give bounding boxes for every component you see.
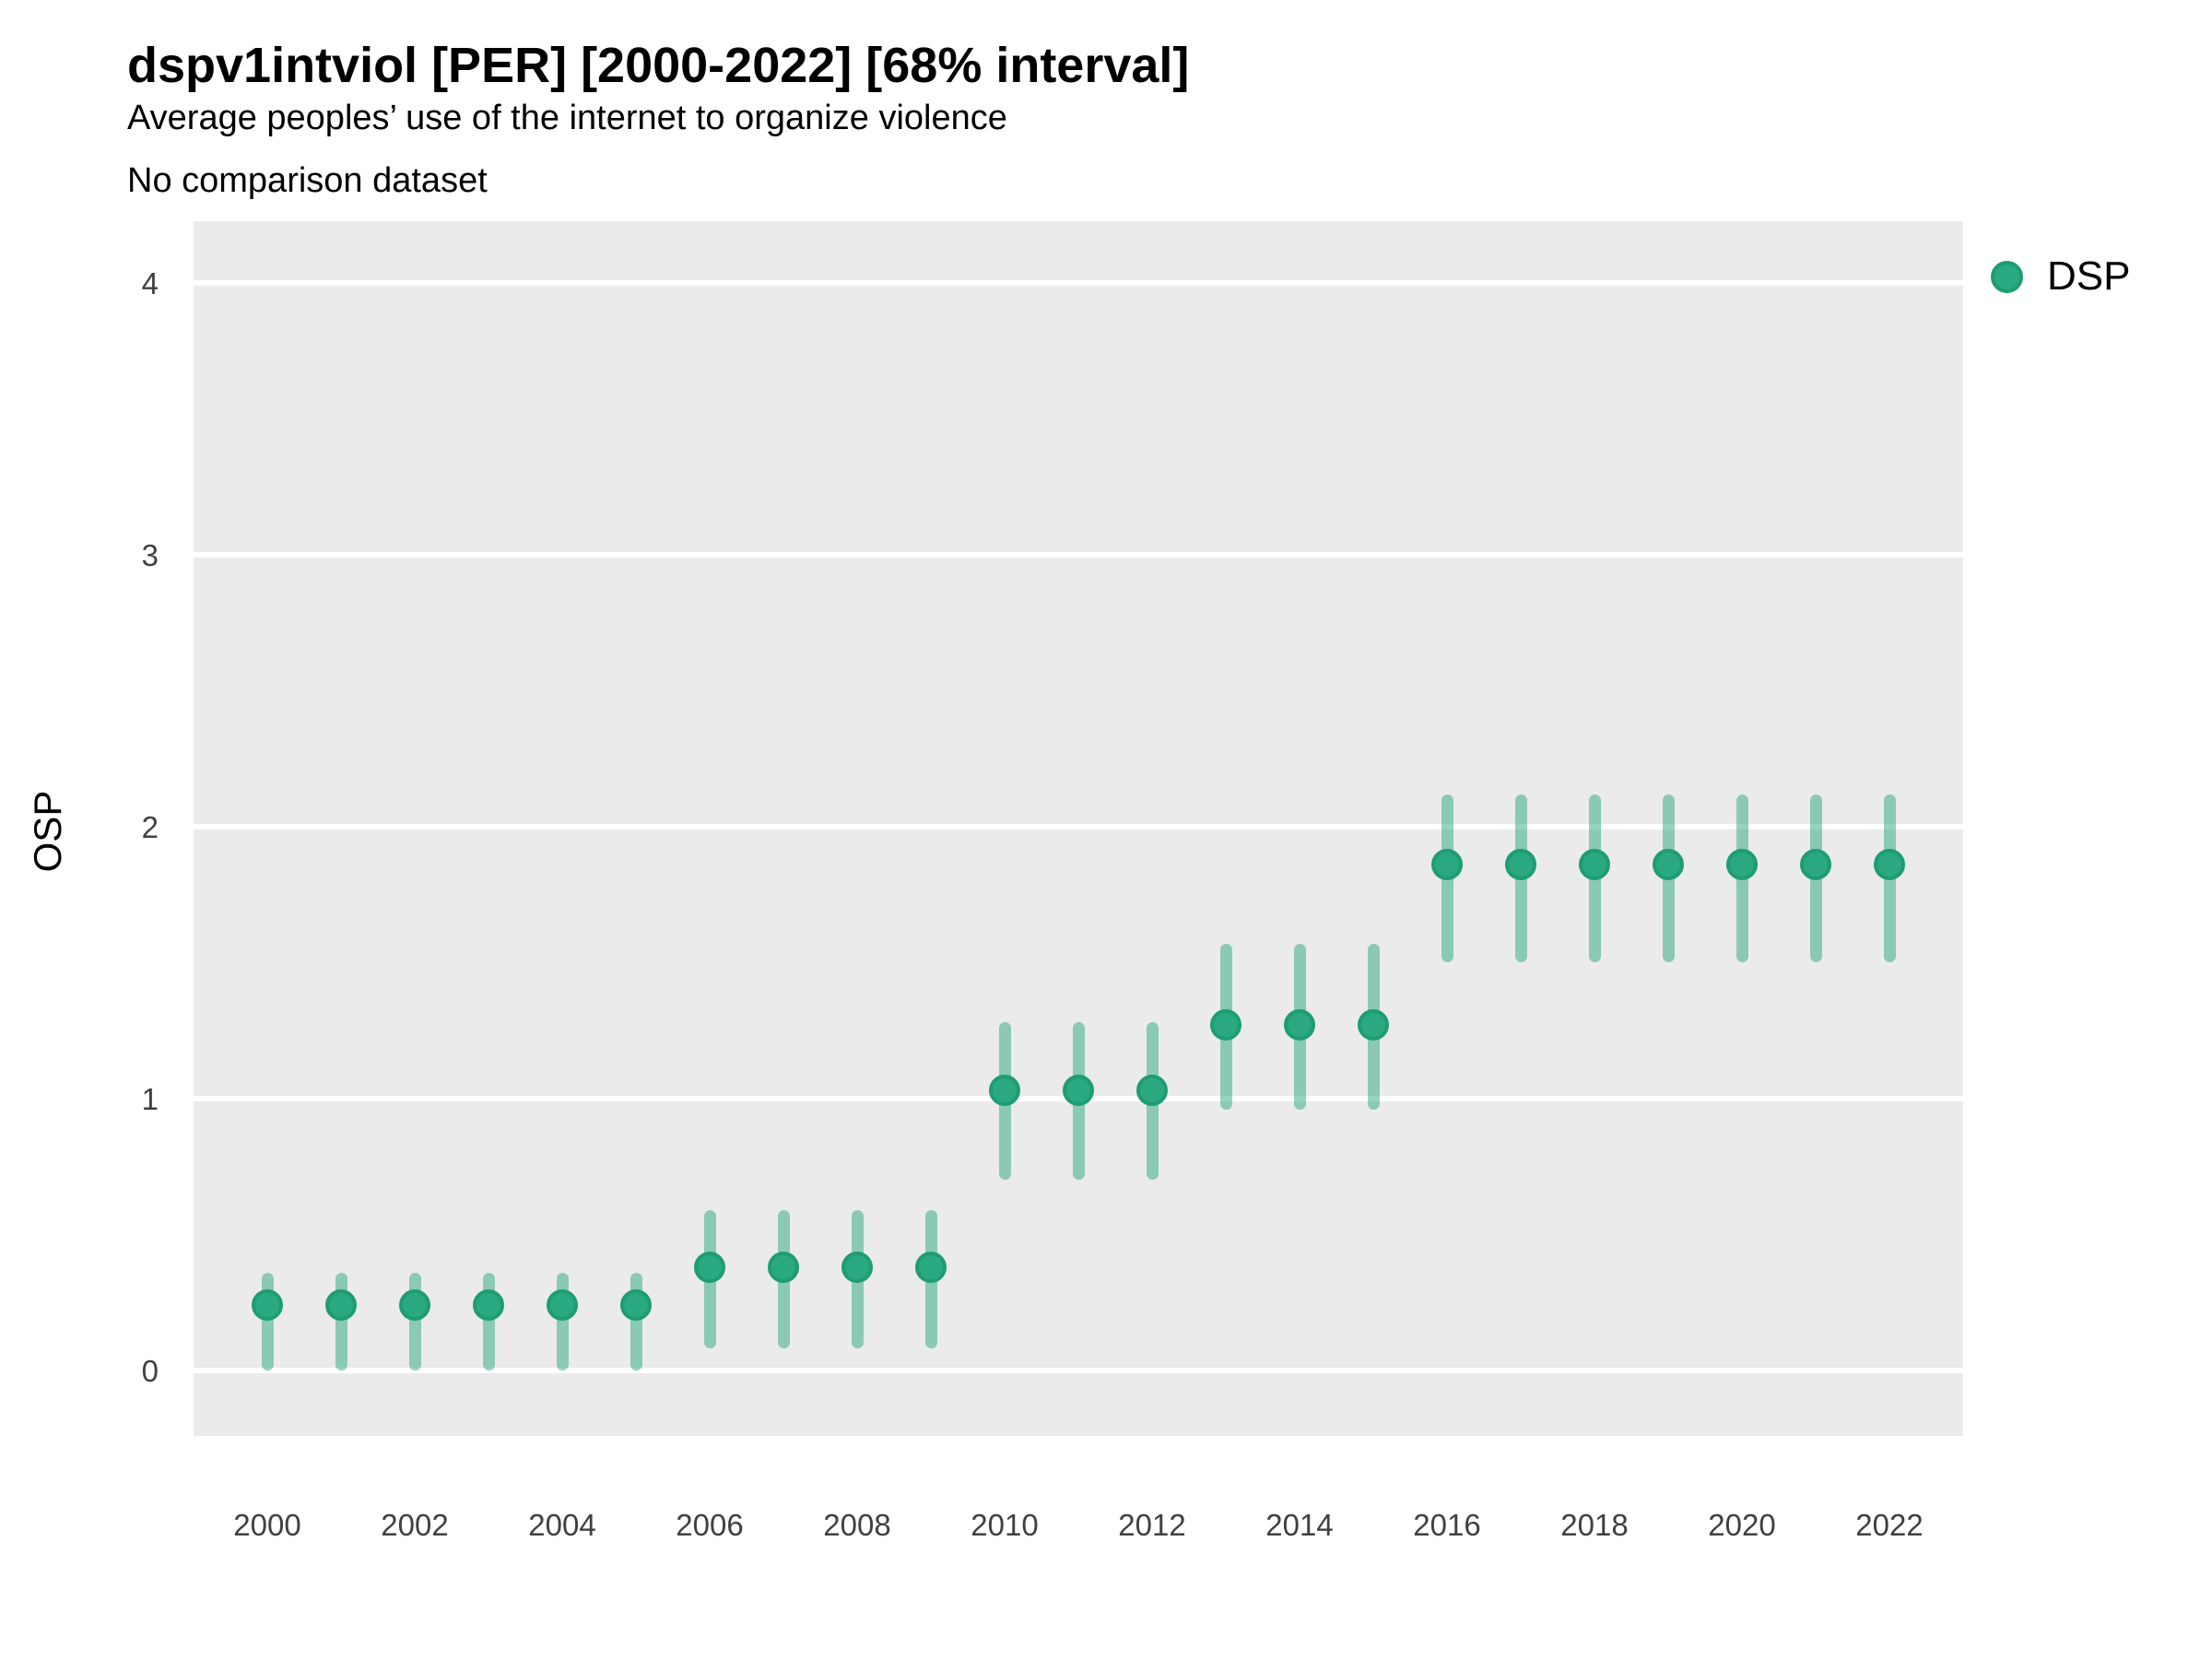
interval-bar-2005	[629, 1272, 642, 1371]
data-point-2022	[1874, 849, 1905, 881]
x-tick-label-2004: 2004	[528, 1508, 596, 1542]
gridline-y-0	[194, 1368, 1963, 1373]
data-point-2007	[768, 1251, 799, 1283]
y-tick-label-3: 3	[141, 538, 159, 572]
x-tick-label-2010: 2010	[971, 1508, 1039, 1542]
x-tick-label-2006: 2006	[676, 1508, 744, 1542]
data-point-2010	[989, 1075, 1020, 1107]
legend-marker-icon	[1991, 260, 2023, 293]
y-tick-label-0: 0	[141, 1354, 159, 1388]
interval-bar-2004	[556, 1272, 569, 1371]
gridline-y-4	[194, 280, 1963, 286]
gridline-y-3	[194, 552, 1963, 558]
interval-bar-2003	[482, 1272, 495, 1371]
data-point-2002	[399, 1289, 430, 1322]
legend: DSP	[1991, 256, 2130, 297]
data-point-2006	[694, 1251, 725, 1283]
x-tick-label-2020: 2020	[1708, 1508, 1776, 1542]
interval-bar-2002	[408, 1272, 421, 1371]
x-tick-label-2008: 2008	[823, 1508, 891, 1542]
y-tick-label-4: 4	[141, 266, 159, 300]
data-point-2005	[620, 1289, 652, 1322]
data-point-2016	[1431, 849, 1463, 881]
data-point-2019	[1653, 849, 1684, 881]
x-tick-label-2016: 2016	[1413, 1508, 1481, 1542]
data-point-2003	[473, 1289, 504, 1322]
data-point-2015	[1358, 1009, 1389, 1041]
gridline-y-2	[194, 824, 1963, 830]
data-point-2021	[1800, 849, 1831, 881]
data-point-2012	[1136, 1075, 1168, 1107]
chart-title: dspv1intviol [PER] [2000-2022] [68% inte…	[127, 38, 1190, 93]
x-tick-label-2022: 2022	[1855, 1508, 1924, 1542]
data-point-2008	[841, 1251, 873, 1283]
data-point-2011	[1063, 1075, 1094, 1107]
data-point-2018	[1579, 849, 1610, 881]
data-point-2001	[325, 1289, 357, 1322]
interval-bar-2000	[261, 1272, 274, 1371]
data-point-2004	[547, 1289, 578, 1322]
x-tick-label-2002: 2002	[381, 1508, 449, 1542]
data-point-2009	[915, 1251, 947, 1283]
data-point-2020	[1726, 849, 1758, 881]
x-tick-label-2014: 2014	[1265, 1508, 1334, 1542]
y-tick-label-1: 1	[141, 1082, 159, 1116]
chart-caption-line: No comparison dataset	[127, 161, 488, 200]
data-point-2017	[1505, 849, 1536, 881]
data-point-2013	[1210, 1009, 1241, 1041]
chart-subtitle: Average peoples’ use of the internet to …	[127, 99, 1007, 137]
interval-bar-2001	[335, 1272, 347, 1371]
x-tick-label-2000: 2000	[233, 1508, 301, 1542]
y-tick-label-2: 2	[141, 810, 159, 844]
plot-panel	[194, 221, 1963, 1436]
legend-label: DSP	[2047, 253, 2131, 299]
data-point-2000	[252, 1289, 283, 1322]
x-tick-label-2018: 2018	[1560, 1508, 1629, 1542]
x-tick-label-2012: 2012	[1118, 1508, 1186, 1542]
data-point-2014	[1284, 1009, 1315, 1041]
